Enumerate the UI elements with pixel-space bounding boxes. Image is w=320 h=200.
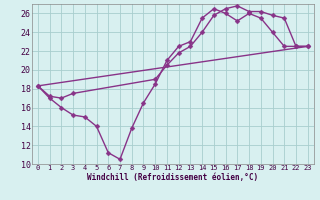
- X-axis label: Windchill (Refroidissement éolien,°C): Windchill (Refroidissement éolien,°C): [87, 173, 258, 182]
